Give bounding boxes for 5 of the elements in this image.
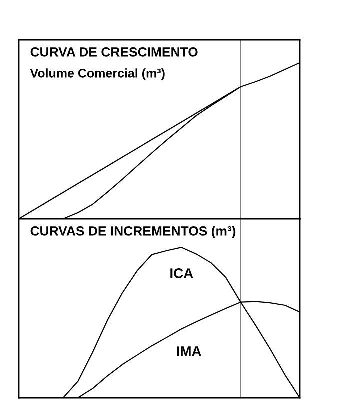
chart-title: CURVAS DE INCREMENTOS (m³) — [30, 226, 236, 238]
chart-subtitle: Volume Comercial (m³) — [30, 68, 165, 80]
series-label: ICA — [170, 268, 194, 278]
chart-title: CURVA DE CRESCIMENTO — [30, 48, 198, 57]
series-label: IMA — [177, 346, 202, 356]
